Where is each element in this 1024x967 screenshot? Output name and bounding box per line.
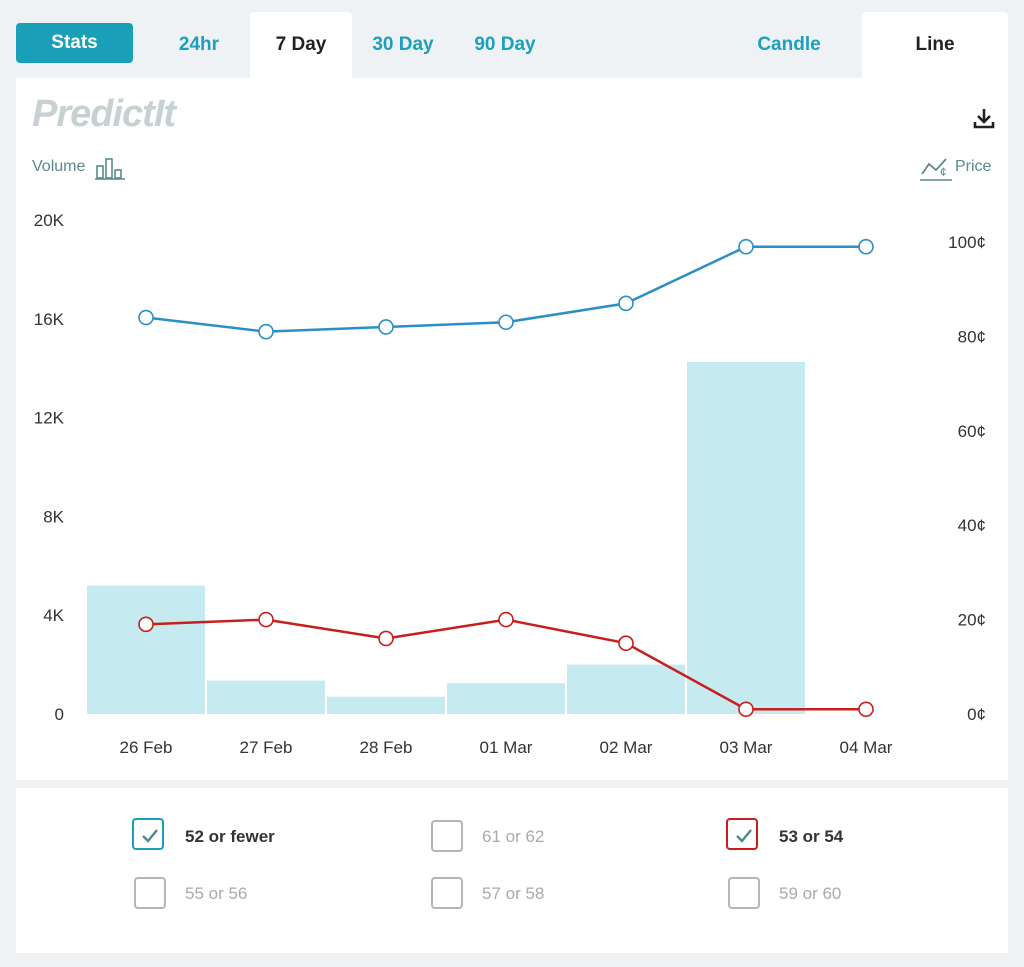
volume-tick-label: 16K: [34, 310, 65, 329]
price-point[interactable]: [258, 611, 274, 628]
volume-tick-label: 4K: [43, 606, 64, 625]
contract-checkbox[interactable]: [134, 877, 166, 909]
price-point[interactable]: [258, 323, 274, 340]
tab-90-day[interactable]: 90 Day: [474, 34, 536, 55]
price-tick-label: 60¢: [958, 422, 986, 441]
tab-line[interactable]: Line: [862, 12, 1008, 78]
checkmark-icon: [736, 829, 752, 843]
range-tab-bar: Stats 24hr 7 Day 30 Day 90 Day Candle Li…: [16, 12, 1008, 78]
contract-option[interactable]: 57 or 58: [431, 877, 681, 913]
contract-label: 52 or fewer: [185, 827, 275, 846]
price-line-icon: ¢: [920, 158, 952, 181]
contract-label: 61 or 62: [482, 827, 545, 846]
download-icon[interactable]: [972, 106, 996, 130]
price-tick-label: 100¢: [948, 233, 986, 252]
volume-bar[interactable]: [447, 683, 565, 714]
date-tick-label: 01 Mar: [480, 738, 533, 757]
price-point[interactable]: [618, 295, 634, 312]
contract-checkbox[interactable]: [728, 877, 760, 909]
volume-bar[interactable]: [207, 680, 325, 714]
contract-checkbox[interactable]: [726, 818, 758, 850]
price-point[interactable]: [138, 309, 154, 326]
tab-24hr[interactable]: 24hr: [178, 34, 220, 55]
date-tick-label: 26 Feb: [120, 738, 173, 757]
price-tick-label: 0¢: [967, 705, 986, 724]
date-tick-label: 03 Mar: [720, 738, 773, 757]
price-point[interactable]: [738, 701, 754, 718]
price-point[interactable]: [378, 630, 394, 647]
price-tick-label: 40¢: [958, 516, 986, 535]
contract-option[interactable]: 55 or 56: [134, 877, 384, 913]
volume-tick-label: 12K: [34, 409, 65, 428]
contract-checkbox[interactable]: [431, 877, 463, 909]
volume-tick-label: 8K: [43, 507, 64, 526]
date-tick-label: 04 Mar: [840, 738, 893, 757]
contract-option[interactable]: 59 or 60: [728, 877, 978, 913]
price-point[interactable]: [498, 314, 514, 331]
price-point[interactable]: [138, 616, 154, 633]
date-tick-label: 27 Feb: [240, 738, 293, 757]
stats-button[interactable]: Stats: [16, 23, 133, 63]
date-tick-label: 02 Mar: [600, 738, 653, 757]
contract-label: 59 or 60: [779, 884, 842, 903]
bar-chart-icon: [95, 158, 125, 180]
predictit-logo: PredictIt: [32, 93, 176, 135]
volume-bar[interactable]: [687, 362, 805, 714]
contract-option[interactable]: 53 or 54: [726, 818, 978, 856]
price-axis-title: Price: [955, 158, 992, 175]
tab-30-day[interactable]: 30 Day: [372, 34, 434, 55]
price-point[interactable]: [378, 319, 394, 335]
date-tick-label: 28 Feb: [360, 738, 413, 757]
checkmark-icon: [142, 829, 158, 843]
price-point[interactable]: [498, 611, 514, 628]
price-tick-label: 80¢: [958, 327, 986, 346]
price-volume-chart: 0 4K 8K 12K 16K 20K 0¢ 20¢ 40¢ 60¢ 80¢ 100¢ 26 Feb…: [34, 211, 986, 757]
volume-axis-title: Volume: [32, 158, 86, 175]
price-tick-label: 20¢: [958, 611, 986, 630]
contract-option[interactable]: 52 or fewer: [132, 818, 384, 856]
tab-candle[interactable]: Candle: [757, 34, 821, 55]
price-point[interactable]: [858, 238, 874, 255]
contract-option[interactable]: 61 or 62: [431, 820, 681, 856]
contract-label: 55 or 56: [185, 884, 248, 903]
price-point[interactable]: [738, 238, 754, 255]
contract-legend-panel: [16, 788, 1008, 953]
contract-label: 53 or 54: [779, 827, 844, 846]
volume-bar[interactable]: [567, 664, 685, 714]
contract-label: 57 or 58: [482, 884, 545, 903]
contract-checkbox[interactable]: [431, 820, 463, 852]
tab-7-day[interactable]: 7 Day: [250, 12, 352, 78]
volume-tick-label: 0: [55, 705, 64, 724]
price-point[interactable]: [858, 701, 874, 718]
volume-bar[interactable]: [327, 696, 445, 714]
price-point[interactable]: [618, 635, 634, 652]
volume-bar[interactable]: [87, 585, 205, 714]
contract-checkbox[interactable]: [132, 818, 164, 850]
svg-text:¢: ¢: [940, 165, 947, 179]
volume-tick-label: 20K: [34, 211, 65, 230]
